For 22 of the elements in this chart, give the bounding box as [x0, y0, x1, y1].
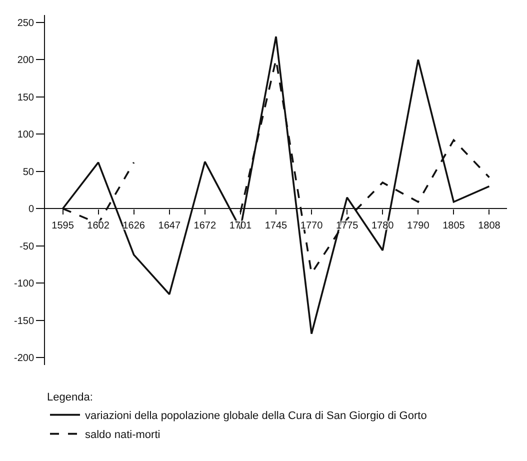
- y-tick-label: -100: [14, 278, 34, 290]
- y-tick-label: 50: [22, 166, 34, 178]
- x-tick-label: 1672: [194, 220, 216, 232]
- x-tick-label: 1790: [407, 220, 430, 232]
- y-tick-label: -150: [14, 316, 34, 327]
- x-tick-label: 1647: [158, 220, 181, 232]
- y-tick-label: 100: [17, 130, 34, 141]
- x-tick-label: 1745: [264, 220, 288, 232]
- legend-title: Legenda:: [47, 391, 93, 404]
- y-tick-label: 200: [17, 55, 34, 66]
- x-tick-label: 1602: [87, 220, 110, 232]
- legend-label: variazioni della popolazione globale della Cura di San Giorgio di Gorto: [85, 410, 427, 422]
- y-tick-label: 0: [28, 204, 34, 216]
- y-tick-label: 250: [17, 18, 34, 29]
- x-tick-label: 1626: [122, 220, 146, 232]
- x-tick-label: 1595: [52, 220, 74, 232]
- y-tick-label: -200: [14, 353, 34, 364]
- x-tick-label: 1808: [478, 220, 501, 232]
- x-tick-label: 1805: [442, 220, 466, 232]
- y-tick-label: -50: [20, 241, 34, 252]
- y-tick-label: 150: [17, 92, 34, 104]
- legend-label: saldo nati-morti: [85, 429, 160, 442]
